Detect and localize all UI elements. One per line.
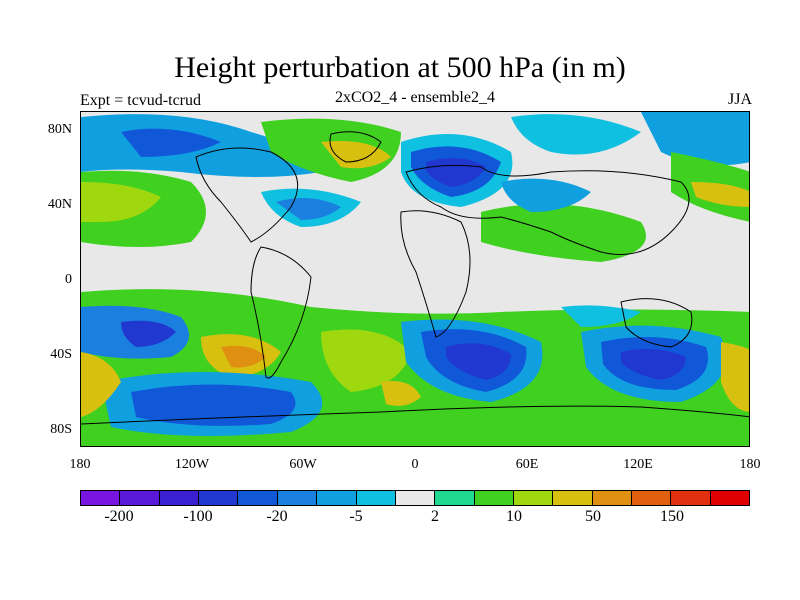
lat-tick-40s: 40S [50, 347, 72, 362]
lon-tick-60e: 60E [515, 457, 539, 472]
colorbar-label: -20 [266, 508, 288, 525]
colorbar-swatch [553, 491, 593, 505]
lon-tick-0: 0 [411, 457, 419, 472]
colorbar-swatch [632, 491, 672, 505]
lon-tick-180w: 180 [69, 457, 91, 472]
colorbar-swatch [435, 491, 475, 505]
colorbar-label: -100 [183, 508, 213, 525]
colorbar-label: -200 [104, 508, 134, 525]
colorbar-label: 50 [585, 508, 601, 525]
colorbar [80, 490, 750, 506]
colorbar-swatch [317, 491, 357, 505]
lat-tick-40n: 40N [47, 197, 72, 212]
colorbar-swatch [120, 491, 160, 505]
map-canvas [81, 112, 749, 446]
contour-map [80, 111, 750, 447]
lon-tick-120w: 120W [174, 457, 210, 472]
colorbar-swatch [592, 491, 633, 505]
colorbar-label: -5 [349, 508, 363, 525]
lon-tick-120e: 120E [623, 457, 653, 472]
colorbar-swatch [395, 491, 436, 505]
colorbar-swatch [671, 491, 711, 505]
lat-tick-80s: 80S [50, 422, 72, 437]
colorbar-label: 10 [506, 508, 522, 525]
lat-tick-80n: 80N [47, 122, 72, 137]
lon-tick-60w: 60W [289, 457, 317, 472]
ensemble-label: 2xCO2_4 - ensemble2_4 [335, 89, 495, 106]
colorbar-swatch [81, 491, 121, 505]
experiment-label: Expt = tcvud-tcrud [80, 92, 201, 109]
season-label: JJA [727, 91, 752, 108]
colorbar-swatch [474, 491, 514, 505]
colorbar-swatch [356, 491, 396, 505]
plot-title: Height perturbation at 500 hPa (in m) [174, 51, 626, 84]
colorbar-swatch [513, 491, 554, 505]
colorbar-swatch [277, 491, 318, 505]
colorbar-label: 2 [431, 508, 439, 525]
colorbar-swatch [710, 491, 750, 505]
colorbar-label: 150 [660, 508, 684, 525]
colorbar-swatch [238, 491, 278, 505]
colorbar-swatch [199, 491, 239, 505]
lat-tick-0: 0 [65, 272, 72, 287]
lon-tick-180e: 180 [739, 457, 761, 472]
colorbar-swatch [159, 491, 200, 505]
